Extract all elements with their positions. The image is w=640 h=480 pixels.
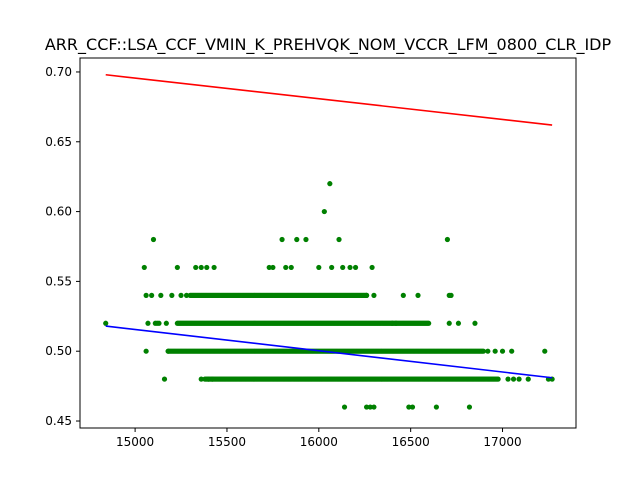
data-point (336, 236, 342, 243)
data-point (321, 208, 327, 215)
x-tick-label: 15500 (208, 435, 246, 449)
data-point (294, 236, 300, 243)
data-point (169, 292, 175, 298)
y-tick-label: 0.65 (45, 135, 72, 149)
data-point (143, 348, 149, 354)
data-point (444, 236, 451, 243)
data-point (150, 236, 157, 243)
data-point (367, 404, 373, 410)
data-point (415, 292, 421, 298)
axes: 15000 15500 16000 16500 17000 0.45 0.50 0.55 0.6… (45, 65, 521, 449)
data-point (303, 236, 309, 243)
data-point (393, 320, 399, 326)
data-point (183, 292, 190, 298)
data-point (352, 264, 359, 271)
data-point (505, 376, 511, 382)
data-point (266, 264, 272, 271)
data-point (455, 320, 462, 326)
data-point (341, 404, 348, 410)
data-point (466, 404, 473, 410)
data-point (472, 320, 478, 326)
data-point (178, 292, 184, 298)
scatter-series (103, 181, 555, 410)
data-point (205, 376, 212, 382)
y-tick-label: 0.60 (45, 205, 72, 219)
data-point (485, 348, 491, 354)
data-point (288, 264, 294, 271)
data-point (446, 320, 452, 326)
data-point (174, 264, 180, 271)
y-tick-label: 0.50 (45, 344, 72, 358)
data-point (163, 320, 169, 326)
y-tick-label: 0.45 (45, 414, 72, 428)
data-point (499, 348, 506, 354)
data-point (509, 348, 515, 354)
data-point (103, 320, 109, 326)
data-point (363, 404, 370, 410)
data-point (480, 348, 487, 354)
data-point (433, 404, 439, 410)
data-point (143, 292, 149, 298)
plot-area (103, 73, 555, 410)
data-point (340, 264, 346, 271)
data-point (371, 404, 377, 410)
x-tick-label: 17000 (483, 435, 521, 449)
data-point (209, 376, 215, 382)
data-point (329, 264, 335, 271)
chart-title: ARR_CCF::LSA_CCF_VMIN_K_PREHVQK_NOM_VCCR… (45, 35, 612, 55)
data-point (161, 376, 168, 382)
data-point (347, 264, 353, 271)
data-point (426, 320, 432, 326)
data-point (270, 264, 276, 271)
data-point (283, 264, 289, 271)
data-point (400, 292, 406, 298)
data-point (406, 404, 412, 410)
data-point (279, 236, 285, 243)
data-point (198, 264, 204, 271)
trend-line (105, 73, 553, 126)
data-point (371, 292, 377, 298)
axes-frame (79, 57, 577, 429)
data-point (369, 264, 375, 271)
data-point (141, 264, 147, 271)
data-point (492, 348, 498, 354)
data-point (198, 376, 204, 382)
data-point (149, 292, 155, 298)
data-point (316, 264, 322, 271)
x-tick-label: 16500 (392, 435, 430, 449)
x-tick-label: 16000 (300, 435, 338, 449)
trend-line (105, 325, 553, 379)
data-point (409, 404, 416, 410)
data-point (165, 348, 171, 354)
x-tick-label: 15000 (116, 435, 154, 449)
data-point (145, 320, 151, 326)
data-point (542, 348, 548, 354)
data-point (193, 264, 199, 271)
data-point (211, 264, 217, 271)
data-point (204, 264, 210, 271)
data-point (156, 320, 162, 326)
data-point (158, 292, 164, 298)
data-point (495, 376, 501, 382)
y-tick-label: 0.70 (45, 65, 72, 79)
data-point (510, 376, 517, 382)
data-point (516, 376, 522, 382)
data-point (448, 292, 454, 298)
data-point (389, 320, 395, 326)
data-point (363, 292, 370, 298)
y-tick-label: 0.55 (45, 274, 72, 288)
data-point (327, 181, 333, 187)
data-point (525, 376, 531, 382)
